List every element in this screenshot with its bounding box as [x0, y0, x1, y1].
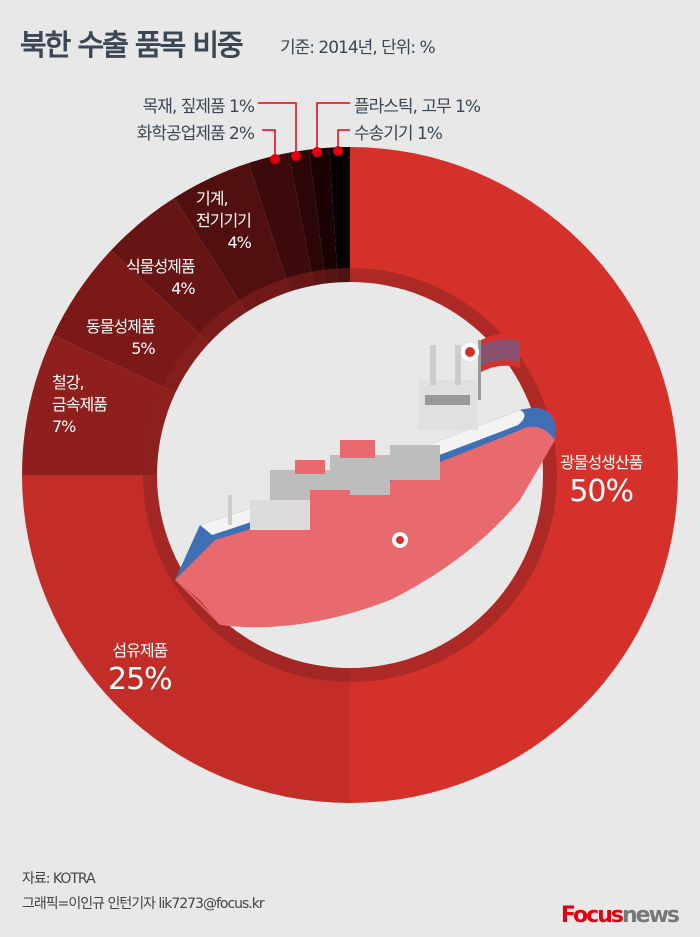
label-plant: 식물성제품 4% [126, 256, 196, 300]
logo-focus: Focus [560, 903, 624, 928]
slice-0 [350, 147, 678, 803]
label-pct: 50% [569, 474, 634, 509]
label-steel: 철강, 금속제품 7% [52, 372, 108, 438]
cargo-ship-illustration [175, 333, 556, 628]
label-pct: 7% [52, 417, 76, 436]
label-name: 철강, [52, 373, 85, 392]
inner-ring [143, 268, 557, 682]
label-name: 동물성제품 [86, 317, 156, 336]
label-animal: 동물성제품 5% [86, 316, 156, 360]
slice-3 [53, 250, 212, 395]
label-name: 금속제품 [52, 395, 108, 414]
slice-4 [110, 198, 249, 345]
slice-5 [174, 163, 292, 315]
label-plastic: 플라스틱, 고무 1% [354, 97, 481, 117]
label-wood: 목재, 짚제품 1% [142, 97, 255, 117]
slice-6 [248, 152, 315, 295]
label-mineral: 광물성생산품 50% [560, 452, 643, 510]
label-name: 광물성생산품 [560, 453, 643, 472]
page-title: 북한 수출 품목 비중 [20, 28, 244, 62]
slice-7 [288, 149, 327, 289]
subtitle: 기준: 2014년, 단위: % [280, 38, 436, 58]
slice-1 [22, 475, 350, 803]
leader-lines [258, 102, 350, 164]
label-pct: 5% [131, 339, 155, 358]
logo-news: news [621, 903, 680, 928]
label-textile: 섬유제품 25% [108, 640, 173, 698]
label-name: 섬유제품 [112, 641, 168, 660]
label-pct: 4% [171, 279, 195, 298]
source: 자료: KOTRA [22, 871, 96, 887]
slice-9 [329, 147, 350, 286]
slice-2 [22, 335, 179, 475]
label-name: 식물성제품 [126, 257, 196, 276]
label-transport: 수송기기 1% [354, 124, 443, 144]
label-pct: 4% [227, 233, 252, 252]
label-name: 전기기기 [196, 211, 252, 230]
slice-8 [308, 147, 339, 287]
label-machine: 기계, 전기기기 4% [196, 188, 252, 254]
label-name: 기계, [196, 189, 229, 208]
label-pct: 25% [108, 662, 173, 697]
label-chem: 화학공업제품 2% [136, 124, 255, 144]
credit: 그래픽=이인규 인턴기자 lik7273@focus.kr [22, 896, 265, 912]
focusnews-logo: Focusnews [560, 903, 680, 928]
